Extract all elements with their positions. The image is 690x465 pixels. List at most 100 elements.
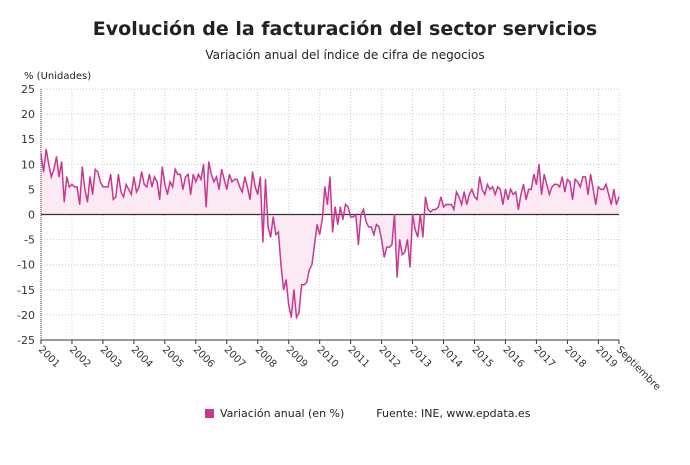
data-point bbox=[316, 223, 318, 226]
data-point bbox=[151, 186, 153, 188]
data-point bbox=[280, 264, 282, 266]
data-point bbox=[533, 173, 535, 175]
data-point bbox=[135, 191, 138, 193]
data-point bbox=[324, 186, 326, 188]
data-point bbox=[68, 186, 70, 188]
data-point bbox=[386, 246, 388, 248]
data-point bbox=[489, 188, 491, 190]
data-point bbox=[543, 173, 545, 175]
data-point bbox=[99, 181, 101, 183]
data-point bbox=[40, 153, 42, 155]
legend-label[interactable]: Variación anual (en %) bbox=[220, 407, 345, 420]
data-point bbox=[210, 173, 212, 175]
x-tick-label: 2007 bbox=[222, 344, 248, 370]
data-point bbox=[460, 203, 463, 206]
data-point bbox=[148, 173, 150, 175]
data-point bbox=[512, 193, 514, 196]
x-tick-label: 2006 bbox=[191, 344, 217, 370]
data-point bbox=[110, 173, 112, 175]
data-point bbox=[262, 241, 264, 243]
data-point bbox=[208, 161, 210, 163]
data-point bbox=[393, 213, 396, 216]
x-tick-label: Septiembre bbox=[614, 344, 663, 393]
y-axis-label: % (Unidades) bbox=[24, 71, 91, 82]
data-point bbox=[195, 181, 197, 183]
data-point bbox=[187, 173, 189, 175]
data-point bbox=[396, 276, 398, 278]
y-tick-label: -20 bbox=[17, 309, 35, 322]
x-tick-label: 2018 bbox=[562, 344, 588, 370]
data-point bbox=[344, 203, 347, 206]
data-point bbox=[427, 208, 429, 211]
data-point bbox=[388, 246, 390, 248]
data-point bbox=[535, 183, 538, 185]
data-point bbox=[530, 188, 532, 190]
x-tick-label: 2009 bbox=[284, 344, 310, 370]
data-point bbox=[608, 193, 610, 196]
data-point bbox=[192, 173, 194, 175]
data-point bbox=[331, 231, 334, 233]
data-point bbox=[595, 203, 597, 206]
data-point bbox=[202, 163, 205, 165]
data-point bbox=[463, 191, 465, 193]
data-point bbox=[556, 183, 558, 185]
data-point bbox=[326, 203, 329, 206]
data-point bbox=[368, 226, 370, 228]
data-point bbox=[458, 196, 460, 198]
data-point bbox=[538, 163, 540, 165]
data-point bbox=[84, 188, 86, 190]
data-point bbox=[249, 198, 251, 201]
data-point bbox=[355, 213, 357, 216]
data-point bbox=[107, 186, 109, 188]
data-point bbox=[293, 289, 295, 291]
data-point bbox=[146, 186, 148, 188]
data-point bbox=[133, 176, 135, 178]
y-tick-label: 10 bbox=[21, 158, 35, 171]
data-point bbox=[409, 266, 411, 268]
data-point bbox=[218, 188, 220, 190]
data-point bbox=[497, 186, 499, 188]
data-point bbox=[161, 166, 163, 168]
data-point bbox=[515, 191, 517, 193]
data-point bbox=[479, 176, 481, 178]
data-point bbox=[71, 183, 73, 185]
data-point bbox=[566, 178, 568, 180]
data-point bbox=[169, 181, 171, 183]
data-point bbox=[303, 284, 305, 286]
data-point bbox=[86, 201, 89, 203]
data-point bbox=[298, 311, 300, 313]
data-point bbox=[522, 183, 525, 185]
data-point bbox=[342, 218, 344, 221]
data-point bbox=[182, 188, 184, 190]
data-point bbox=[597, 186, 599, 188]
data-point bbox=[76, 186, 78, 188]
data-point bbox=[251, 171, 254, 173]
x-tick-label: 2001 bbox=[36, 344, 62, 370]
x-tick-label: 2008 bbox=[253, 344, 279, 370]
data-point bbox=[159, 198, 161, 201]
data-point bbox=[290, 316, 292, 319]
x-tick-label: 2012 bbox=[376, 344, 402, 370]
data-point bbox=[275, 233, 277, 236]
data-point bbox=[61, 161, 63, 163]
data-point bbox=[267, 226, 269, 228]
data-point bbox=[504, 188, 507, 190]
data-point bbox=[450, 203, 452, 206]
data-point bbox=[574, 178, 576, 180]
data-point bbox=[442, 206, 445, 208]
data-point bbox=[282, 289, 285, 291]
data-point bbox=[174, 168, 176, 170]
data-point bbox=[468, 193, 470, 196]
data-point bbox=[141, 171, 143, 173]
source-note: Fuente: INE, www.epdata.es bbox=[376, 407, 531, 420]
data-point bbox=[424, 196, 427, 198]
data-point bbox=[381, 239, 383, 241]
data-point bbox=[510, 188, 512, 190]
y-tick-label: -15 bbox=[17, 284, 35, 297]
data-point bbox=[520, 193, 522, 196]
data-point bbox=[231, 181, 233, 183]
data-point bbox=[579, 186, 581, 188]
data-point bbox=[419, 213, 421, 216]
data-point bbox=[301, 284, 303, 286]
data-point bbox=[571, 198, 574, 201]
